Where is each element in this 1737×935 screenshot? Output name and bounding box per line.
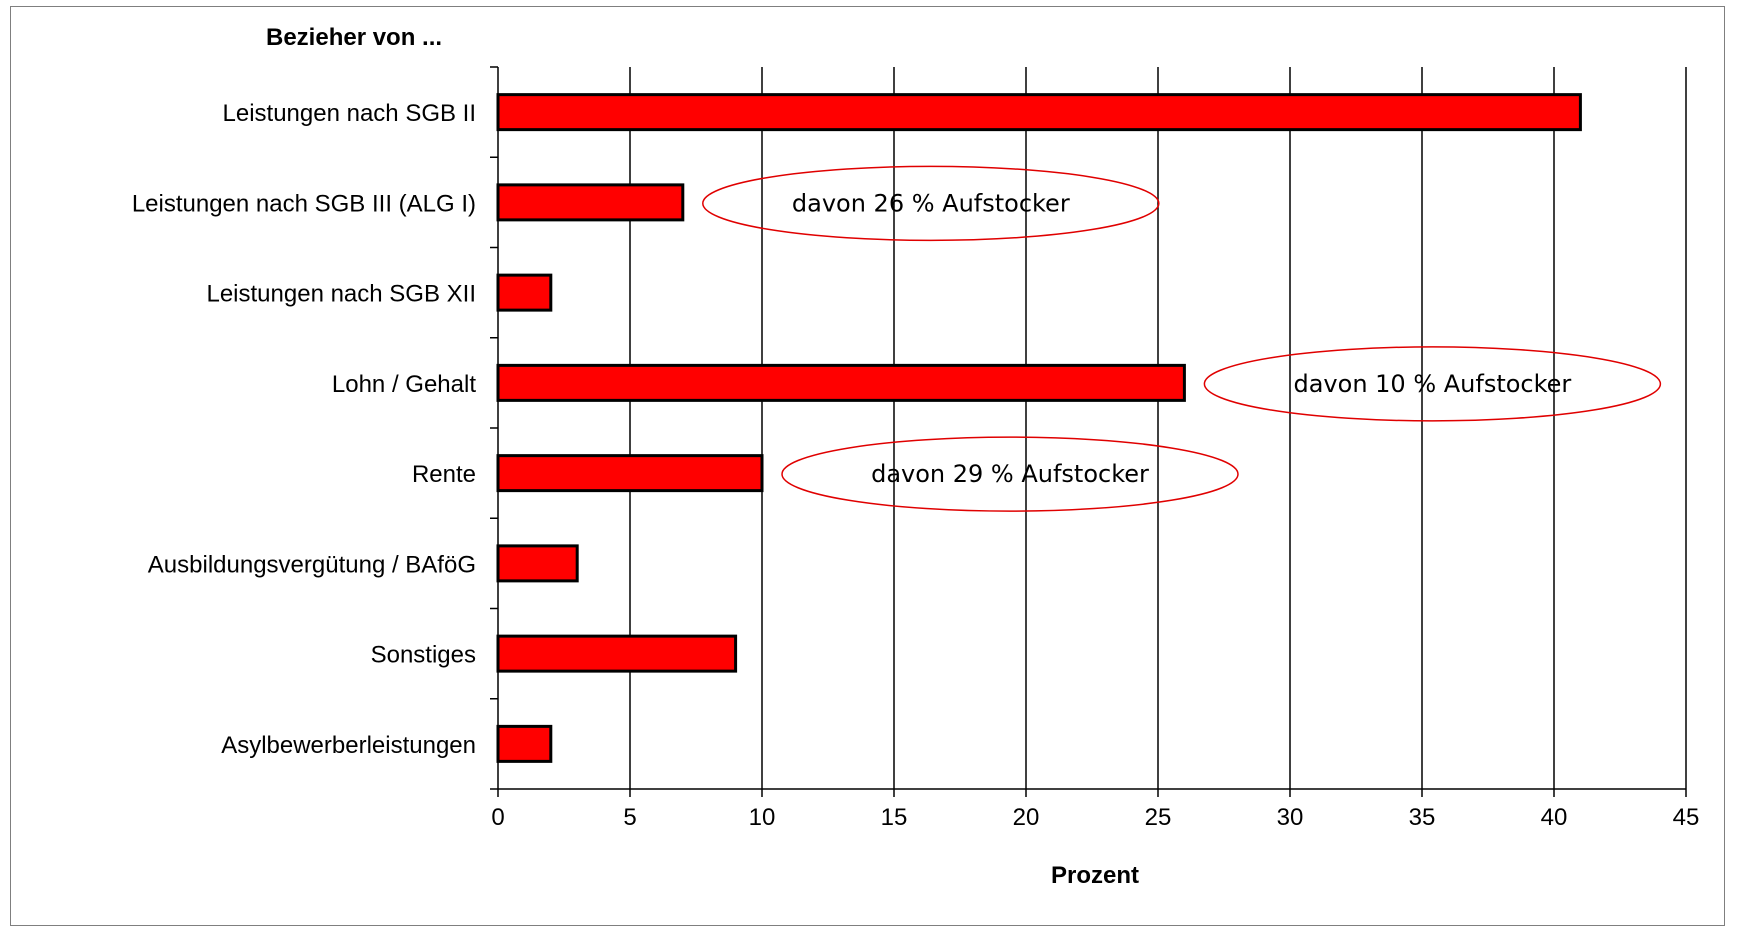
x-tick-label-30: 30: [1277, 804, 1304, 831]
x-tick-label-35: 35: [1409, 804, 1436, 831]
category-label-0: Leistungen nach SGB II: [223, 100, 477, 127]
x-axis-title: Prozent: [1051, 862, 1139, 889]
chart-frame: [10, 6, 1725, 926]
x-tick-label-15: 15: [881, 804, 908, 831]
x-tick-label-0: 0: [491, 804, 504, 831]
bar-7: [496, 724, 553, 763]
x-tick-label-20: 20: [1013, 804, 1040, 831]
bars: [496, 93, 1582, 763]
bar-2: [496, 273, 553, 312]
annotation-ellipse-0: [702, 165, 1160, 242]
annotations: davon 26 % Aufstocker davon 10 % Aufstock…: [702, 165, 1662, 512]
category-label-5: Ausbildungsvergütung / BAföG: [148, 551, 476, 578]
bar-6: [496, 634, 738, 673]
category-label-3: Lohn / Gehalt: [332, 371, 476, 398]
annotation-ellipse-1: [1203, 346, 1662, 422]
annotation-text-1: davon 10 % Aufstocker: [1293, 370, 1571, 398]
chart-title: Bezieher von ...: [266, 24, 442, 51]
x-tick-label-40: 40: [1541, 804, 1568, 831]
category-label-1: Leistungen nach SGB III (ALG I): [132, 190, 476, 217]
bar-1: [496, 183, 685, 222]
gridlines: [629, 67, 1687, 789]
x-tick-label-45: 45: [1673, 804, 1700, 831]
category-label-4: Rente: [412, 461, 476, 488]
annotation-text-0: davon 26 % Aufstocker: [792, 189, 1070, 217]
bar-3: [496, 363, 1186, 402]
bar-4: [496, 454, 764, 493]
category-labels: Leistungen nach SGB II Leistungen nach SG…: [132, 100, 477, 759]
category-label-6: Sonstiges: [371, 642, 476, 669]
x-tick-labels: 0 5 10 15 20 25 30 35 40 45: [491, 804, 1699, 831]
category-label-7: Asylbewerberleistungen: [221, 732, 476, 759]
category-label-2: Leistungen nach SGB XII: [206, 281, 476, 308]
bar-0: [496, 93, 1582, 132]
x-tick-label-25: 25: [1145, 804, 1172, 831]
annotation-ellipse-2: [781, 436, 1239, 512]
annotation-text-2: davon 29 % Aufstocker: [871, 460, 1149, 488]
bar-5: [496, 544, 579, 583]
x-tick-label-5: 5: [623, 804, 636, 831]
x-tick-label-10: 10: [749, 804, 776, 831]
